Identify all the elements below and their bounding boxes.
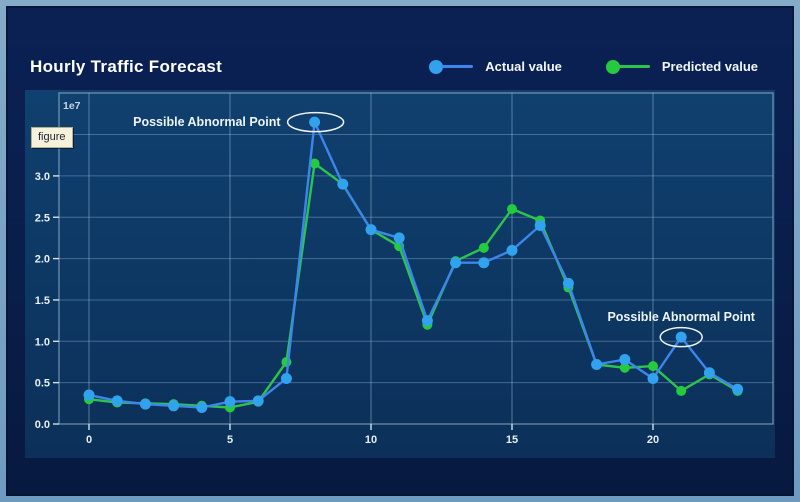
- svg-text:0.5: 0.5: [35, 378, 50, 390]
- svg-text:1.0: 1.0: [35, 336, 50, 348]
- svg-text:1e7: 1e7: [63, 100, 81, 112]
- legend-label-actual: Actual value: [485, 59, 562, 74]
- svg-text:2.0: 2.0: [35, 254, 50, 266]
- legend-dot-predicted-icon: [605, 59, 620, 74]
- chart-legend: Actual value Predicted value: [429, 59, 758, 74]
- chart-plot-area: 0.0 0.5 1.0 1.5 2.0 2.5 3.0 0 5 10 15 20 1e7 Possible…: [25, 90, 775, 458]
- traffic-forecast-chart: 0.0 0.5 1.0 1.5 2.0 2.5 3.0 0 5 10 15 20 1e7 Possible…: [35, 92, 774, 446]
- page-title: Hourly Traffic Forecast: [30, 57, 223, 76]
- svg-text:1.5: 1.5: [35, 295, 50, 307]
- legend-item-predicted[interactable]: Predicted value: [605, 59, 758, 74]
- legend-item-actual[interactable]: Actual value: [429, 59, 562, 74]
- figure-tooltip: figure: [31, 127, 73, 148]
- svg-text:10: 10: [365, 434, 377, 446]
- svg-text:2.5: 2.5: [35, 212, 50, 224]
- svg-text:Possible Abnormal Point: Possible Abnormal Point: [607, 310, 755, 324]
- svg-text:20: 20: [647, 434, 659, 446]
- svg-text:0: 0: [86, 434, 92, 446]
- legend-label-predicted: Predicted value: [661, 59, 758, 74]
- legend-dot-actual-icon: [429, 59, 444, 74]
- legend-line-predicted-icon: [617, 65, 650, 68]
- svg-text:3.0: 3.0: [35, 171, 50, 183]
- svg-text:5: 5: [227, 434, 233, 446]
- svg-text:0.0: 0.0: [35, 419, 50, 431]
- svg-text:15: 15: [506, 434, 518, 446]
- svg-text:Possible Abnormal Point: Possible Abnormal Point: [133, 115, 281, 129]
- legend-line-actual-icon: [441, 65, 474, 68]
- dashboard-card: Hourly Traffic Forecast Actual value Pre…: [6, 6, 794, 496]
